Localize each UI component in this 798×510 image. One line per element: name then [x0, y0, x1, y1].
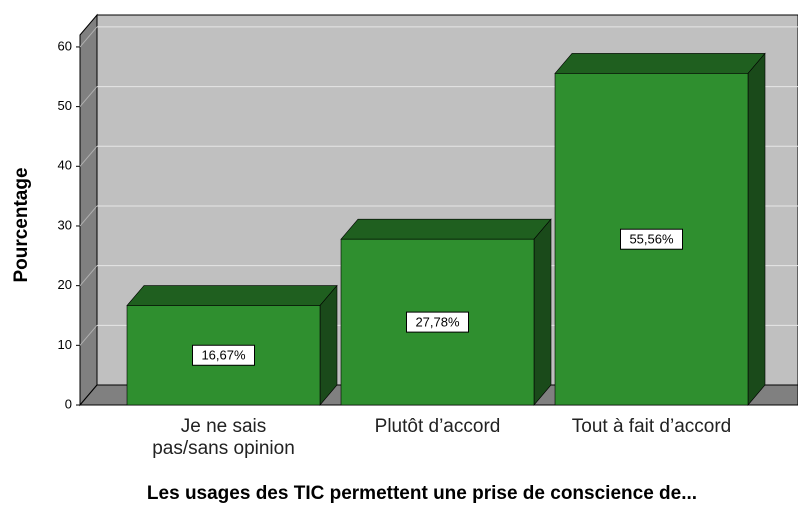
left-wall — [79, 13, 98, 407]
value-label-box — [620, 228, 683, 250]
y-tick-label: 40 — [58, 158, 72, 173]
y-tick-label: 10 — [58, 337, 72, 352]
bar-top — [340, 218, 552, 240]
value-label: 16,67% — [201, 348, 246, 363]
grid-line — [79, 145, 98, 167]
y-tick-label: 50 — [58, 98, 72, 113]
y-tick-label: 30 — [58, 217, 72, 232]
y-tick-label: 0 — [65, 396, 72, 411]
grid-line — [79, 265, 98, 286]
x-tick-label: Tout à fait d’accord — [571, 416, 732, 437]
bar-side — [533, 218, 552, 406]
grid-line — [79, 86, 98, 107]
y-tick-label: 20 — [58, 277, 72, 292]
bar-side — [319, 284, 338, 406]
value-label-box — [406, 311, 469, 333]
value-label: 55,56% — [629, 232, 674, 247]
y-tick-label: 60 — [58, 38, 72, 53]
grid-line — [79, 26, 98, 48]
bar-top — [126, 285, 338, 306]
y-axis-title: Pourcentage — [11, 167, 32, 282]
value-label: 27,78% — [415, 315, 460, 330]
grid-line — [79, 205, 98, 227]
grid-line — [79, 324, 98, 346]
value-label-box — [192, 344, 255, 366]
x-tick-label: Je ne sais pas/sans opinion — [152, 416, 295, 459]
bar-side — [747, 52, 766, 406]
x-axis-title: Les usages des TIC permettent une prise … — [147, 483, 697, 504]
bar-top — [554, 53, 766, 74]
x-tick-label: Plutôt d’accord — [374, 416, 501, 437]
